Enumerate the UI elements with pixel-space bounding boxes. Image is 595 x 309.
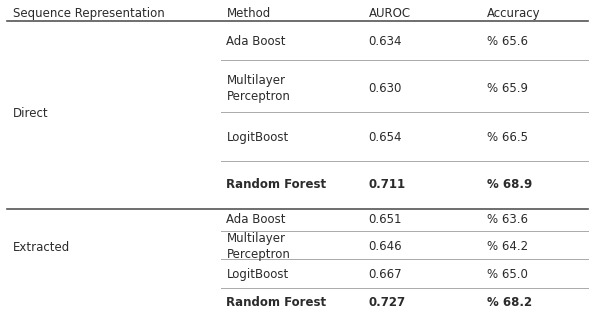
Text: Random Forest: Random Forest <box>227 178 327 191</box>
Text: % 68.9: % 68.9 <box>487 178 533 191</box>
Text: 0.634: 0.634 <box>368 35 402 48</box>
Text: LogitBoost: LogitBoost <box>227 131 289 144</box>
Text: % 65.9: % 65.9 <box>487 82 528 95</box>
Text: Ada Boost: Ada Boost <box>227 213 286 226</box>
Text: Extracted: Extracted <box>13 241 70 254</box>
Text: 0.630: 0.630 <box>368 82 402 95</box>
Text: 0.667: 0.667 <box>368 268 402 281</box>
Text: Ada Boost: Ada Boost <box>227 35 286 48</box>
Text: Direct: Direct <box>13 107 49 120</box>
Text: % 68.2: % 68.2 <box>487 296 532 309</box>
Text: Multilayer
Perceptron: Multilayer Perceptron <box>227 74 290 103</box>
Text: 0.654: 0.654 <box>368 131 402 144</box>
Text: 0.727: 0.727 <box>368 296 406 309</box>
Text: Random Forest: Random Forest <box>227 296 327 309</box>
Text: Multilayer
Perceptron: Multilayer Perceptron <box>227 232 290 261</box>
Text: % 65.0: % 65.0 <box>487 268 528 281</box>
Text: LogitBoost: LogitBoost <box>227 268 289 281</box>
Text: AUROC: AUROC <box>368 7 411 20</box>
Text: 0.646: 0.646 <box>368 240 402 253</box>
Text: % 65.6: % 65.6 <box>487 35 528 48</box>
Text: Sequence Representation: Sequence Representation <box>13 7 165 20</box>
Text: Accuracy: Accuracy <box>487 7 541 20</box>
Text: Method: Method <box>227 7 271 20</box>
Text: 0.711: 0.711 <box>368 178 406 191</box>
Text: % 64.2: % 64.2 <box>487 240 528 253</box>
Text: % 63.6: % 63.6 <box>487 213 528 226</box>
Text: 0.651: 0.651 <box>368 213 402 226</box>
Text: % 66.5: % 66.5 <box>487 131 528 144</box>
